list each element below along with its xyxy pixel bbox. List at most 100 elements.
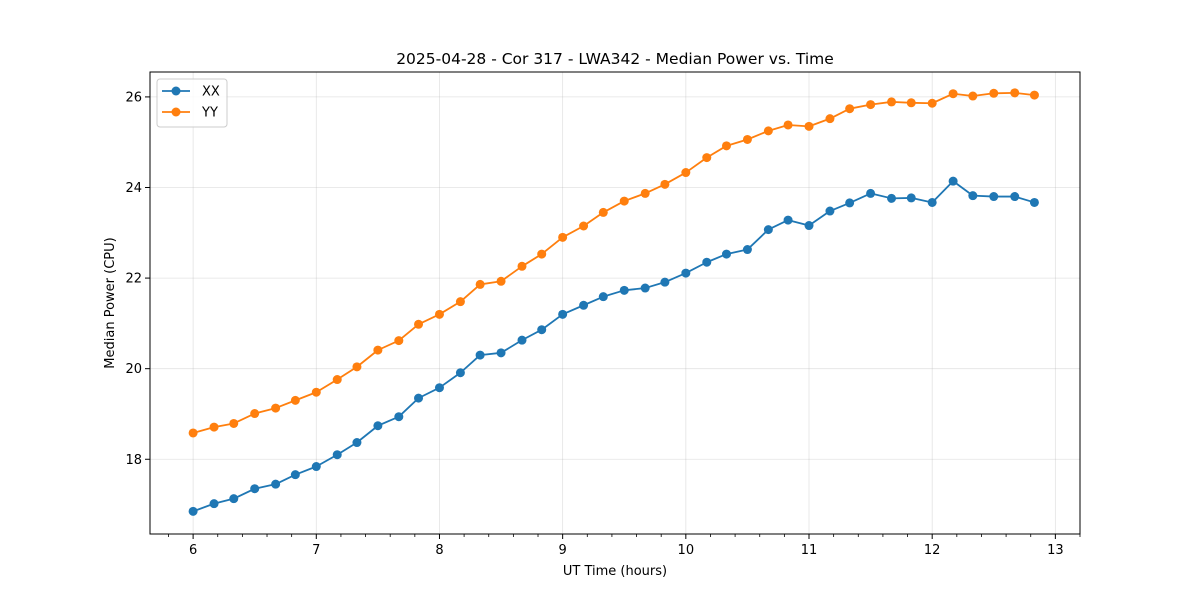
y-tick-label: 26 <box>125 90 142 105</box>
series-yy <box>188 88 1039 438</box>
data-point-xx <box>517 335 527 345</box>
data-point-xx <box>188 506 198 516</box>
data-point-yy <box>558 232 568 242</box>
x-tick-label: 6 <box>189 543 197 558</box>
x-tick-label: 13 <box>1047 543 1064 558</box>
data-point-xx <box>906 193 916 203</box>
data-point-yy <box>496 276 506 286</box>
x-tick-label: 11 <box>801 543 818 558</box>
data-point-yy <box>598 207 608 217</box>
legend-swatch-xx-marker <box>171 86 181 96</box>
data-point-xx <box>845 198 855 208</box>
grid-lines <box>150 72 1080 534</box>
data-point-xx <box>619 285 629 295</box>
data-point-xx <box>434 383 444 393</box>
data-point-xx <box>927 197 937 207</box>
data-point-xx <box>373 421 383 431</box>
data-point-xx <box>783 215 793 225</box>
data-point-yy <box>373 345 383 355</box>
data-point-yy <box>825 114 835 124</box>
data-point-xx <box>640 283 650 293</box>
series-layer <box>188 88 1039 516</box>
data-point-yy <box>989 88 999 98</box>
data-point-xx <box>271 479 281 489</box>
data-point-yy <box>948 89 958 99</box>
data-point-yy <box>866 100 876 110</box>
data-point-yy <box>271 403 281 413</box>
x-axis-label: UT Time (hours) <box>563 564 667 579</box>
y-tick-label: 20 <box>125 362 142 377</box>
legend-label-xx: XX <box>202 85 220 100</box>
chart-title: 2025-04-28 - Cor 317 - LWA342 - Median P… <box>396 50 834 68</box>
data-point-yy <box>455 297 465 307</box>
data-point-xx <box>394 412 404 422</box>
x-tick-label: 9 <box>559 543 567 558</box>
data-point-xx <box>414 393 424 403</box>
data-point-yy <box>394 336 404 346</box>
data-point-xx <box>209 499 219 509</box>
data-point-xx <box>866 188 876 198</box>
data-point-yy <box>475 279 485 289</box>
data-point-xx <box>948 176 958 186</box>
data-point-yy <box>188 428 198 438</box>
legend-swatch-yy-marker <box>171 107 181 117</box>
data-point-xx <box>455 368 465 378</box>
data-point-yy <box>742 134 752 144</box>
data-point-yy <box>804 121 814 131</box>
data-point-xx <box>496 348 506 358</box>
data-point-yy <box>763 126 773 136</box>
data-point-xx <box>1010 192 1020 202</box>
y-tick-label: 22 <box>125 272 142 287</box>
data-point-xx <box>968 191 978 201</box>
data-point-xx <box>702 257 712 267</box>
data-point-yy <box>332 375 342 385</box>
data-point-xx <box>742 245 752 255</box>
data-point-yy <box>1029 90 1039 100</box>
data-point-xx <box>290 470 300 480</box>
data-point-yy <box>434 309 444 319</box>
data-point-yy <box>1010 88 1020 98</box>
data-point-yy <box>702 153 712 163</box>
legend: XX YY <box>156 78 228 128</box>
series-xx <box>188 176 1039 516</box>
data-point-yy <box>783 120 793 130</box>
y-tick-label: 18 <box>125 453 142 468</box>
data-point-yy <box>927 98 937 108</box>
data-point-xx <box>681 268 691 278</box>
data-point-yy <box>517 261 527 271</box>
data-point-yy <box>640 188 650 198</box>
axis-ticks: 6 7 8 9 10 11 12 13 18 20 22 24 26 <box>125 90 1081 558</box>
data-point-yy <box>968 91 978 101</box>
data-point-xx <box>332 450 342 460</box>
data-point-xx <box>804 221 814 231</box>
data-point-yy <box>537 249 547 259</box>
data-point-yy <box>414 319 424 329</box>
x-tick-label: 12 <box>924 543 941 558</box>
data-point-xx <box>887 193 897 203</box>
legend-label-yy: YY <box>201 106 218 121</box>
data-point-yy <box>681 168 691 178</box>
data-point-yy <box>229 418 239 428</box>
x-tick-label: 10 <box>678 543 695 558</box>
data-point-yy <box>250 409 260 419</box>
data-point-xx <box>537 325 547 335</box>
data-point-yy <box>209 422 219 432</box>
data-point-xx <box>352 438 362 448</box>
plot-frame <box>149 71 1081 535</box>
data-point-yy <box>352 362 362 372</box>
data-point-yy <box>290 395 300 405</box>
data-point-yy <box>906 98 916 108</box>
data-point-yy <box>845 104 855 114</box>
x-tick-label: 8 <box>435 543 443 558</box>
data-point-xx <box>311 462 321 472</box>
data-point-xx <box>229 494 239 504</box>
data-point-yy <box>887 97 897 107</box>
data-point-xx <box>825 206 835 216</box>
data-point-xx <box>660 277 670 287</box>
data-point-xx <box>598 292 608 302</box>
y-tick-label: 24 <box>125 181 142 196</box>
data-point-yy <box>619 196 629 206</box>
data-point-xx <box>989 192 999 202</box>
data-point-xx <box>721 249 731 259</box>
data-point-yy <box>721 141 731 151</box>
